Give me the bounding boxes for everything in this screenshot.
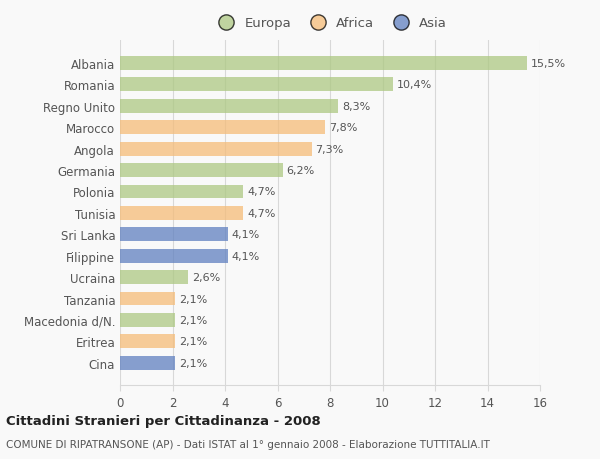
Bar [120,313,175,327]
Text: 2,1%: 2,1% [179,336,208,347]
Bar [120,142,311,157]
Bar [120,335,175,348]
Text: 10,4%: 10,4% [397,80,432,90]
Text: 4,1%: 4,1% [232,230,260,240]
Bar [120,121,325,135]
Text: 8,3%: 8,3% [342,101,370,112]
Text: COMUNE DI RIPATRANSONE (AP) - Dati ISTAT al 1° gennaio 2008 - Elaborazione TUTTI: COMUNE DI RIPATRANSONE (AP) - Dati ISTAT… [6,440,490,449]
Text: 15,5%: 15,5% [531,59,566,69]
Bar [120,78,393,92]
Bar [120,270,188,285]
Text: 2,1%: 2,1% [179,294,208,304]
Bar [120,292,175,306]
Text: 4,7%: 4,7% [247,208,275,218]
Legend: Europa, Africa, Asia: Europa, Africa, Asia [209,13,451,34]
Bar [120,228,227,242]
Text: 4,1%: 4,1% [232,251,260,261]
Bar [120,249,227,263]
Text: 2,1%: 2,1% [179,315,208,325]
Text: 4,7%: 4,7% [247,187,275,197]
Bar [120,100,338,113]
Text: Cittadini Stranieri per Cittadinanza - 2008: Cittadini Stranieri per Cittadinanza - 2… [6,414,321,428]
Text: 7,8%: 7,8% [329,123,357,133]
Text: 6,2%: 6,2% [287,166,315,176]
Bar [120,57,527,71]
Bar [120,185,244,199]
Bar [120,207,244,220]
Bar [120,164,283,178]
Text: 2,1%: 2,1% [179,358,208,368]
Text: 2,6%: 2,6% [192,273,220,282]
Bar [120,356,175,370]
Text: 7,3%: 7,3% [316,145,344,154]
